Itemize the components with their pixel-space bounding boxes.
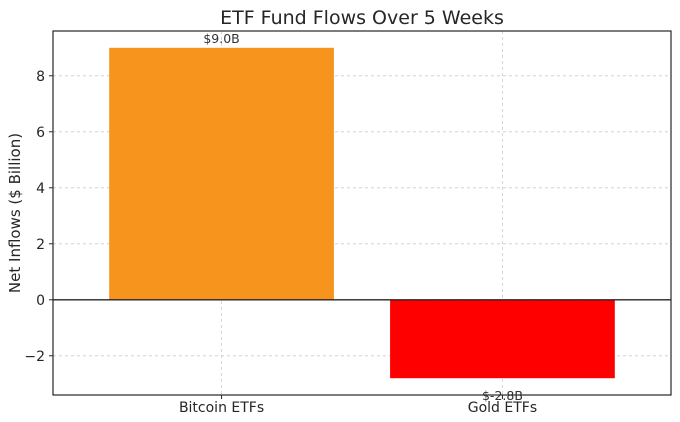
x-tick-label: Bitcoin ETFs [179, 400, 264, 416]
bar-value-label: $-2.8B [482, 388, 523, 403]
y-axis-label: Net Inflows ($ Billion) [6, 133, 24, 293]
y-tick-label: 0 [36, 293, 45, 309]
bar-value-label: $9.0B [203, 31, 239, 46]
y-tick-label: −2 [24, 349, 45, 365]
chart-title: ETF Fund Flows Over 5 Weeks [220, 7, 504, 29]
bar-value-labels: $9.0B $-2.8B [203, 31, 523, 403]
bar [109, 47, 334, 300]
axes [52, 30, 672, 396]
y-axis-ticks: −2 0 2 4 6 8 [24, 69, 53, 365]
x-tick-label: Gold ETFs [468, 400, 537, 416]
bar [390, 299, 615, 379]
y-tick-label: 8 [36, 69, 45, 85]
y-tick-label: 6 [36, 125, 45, 141]
plot-frame [52, 30, 672, 396]
bars [53, 47, 671, 379]
y-tick-label: 2 [36, 237, 45, 253]
x-axis-ticks: Bitcoin ETFs Gold ETFs [179, 395, 537, 416]
y-tick-label: 4 [36, 181, 45, 197]
